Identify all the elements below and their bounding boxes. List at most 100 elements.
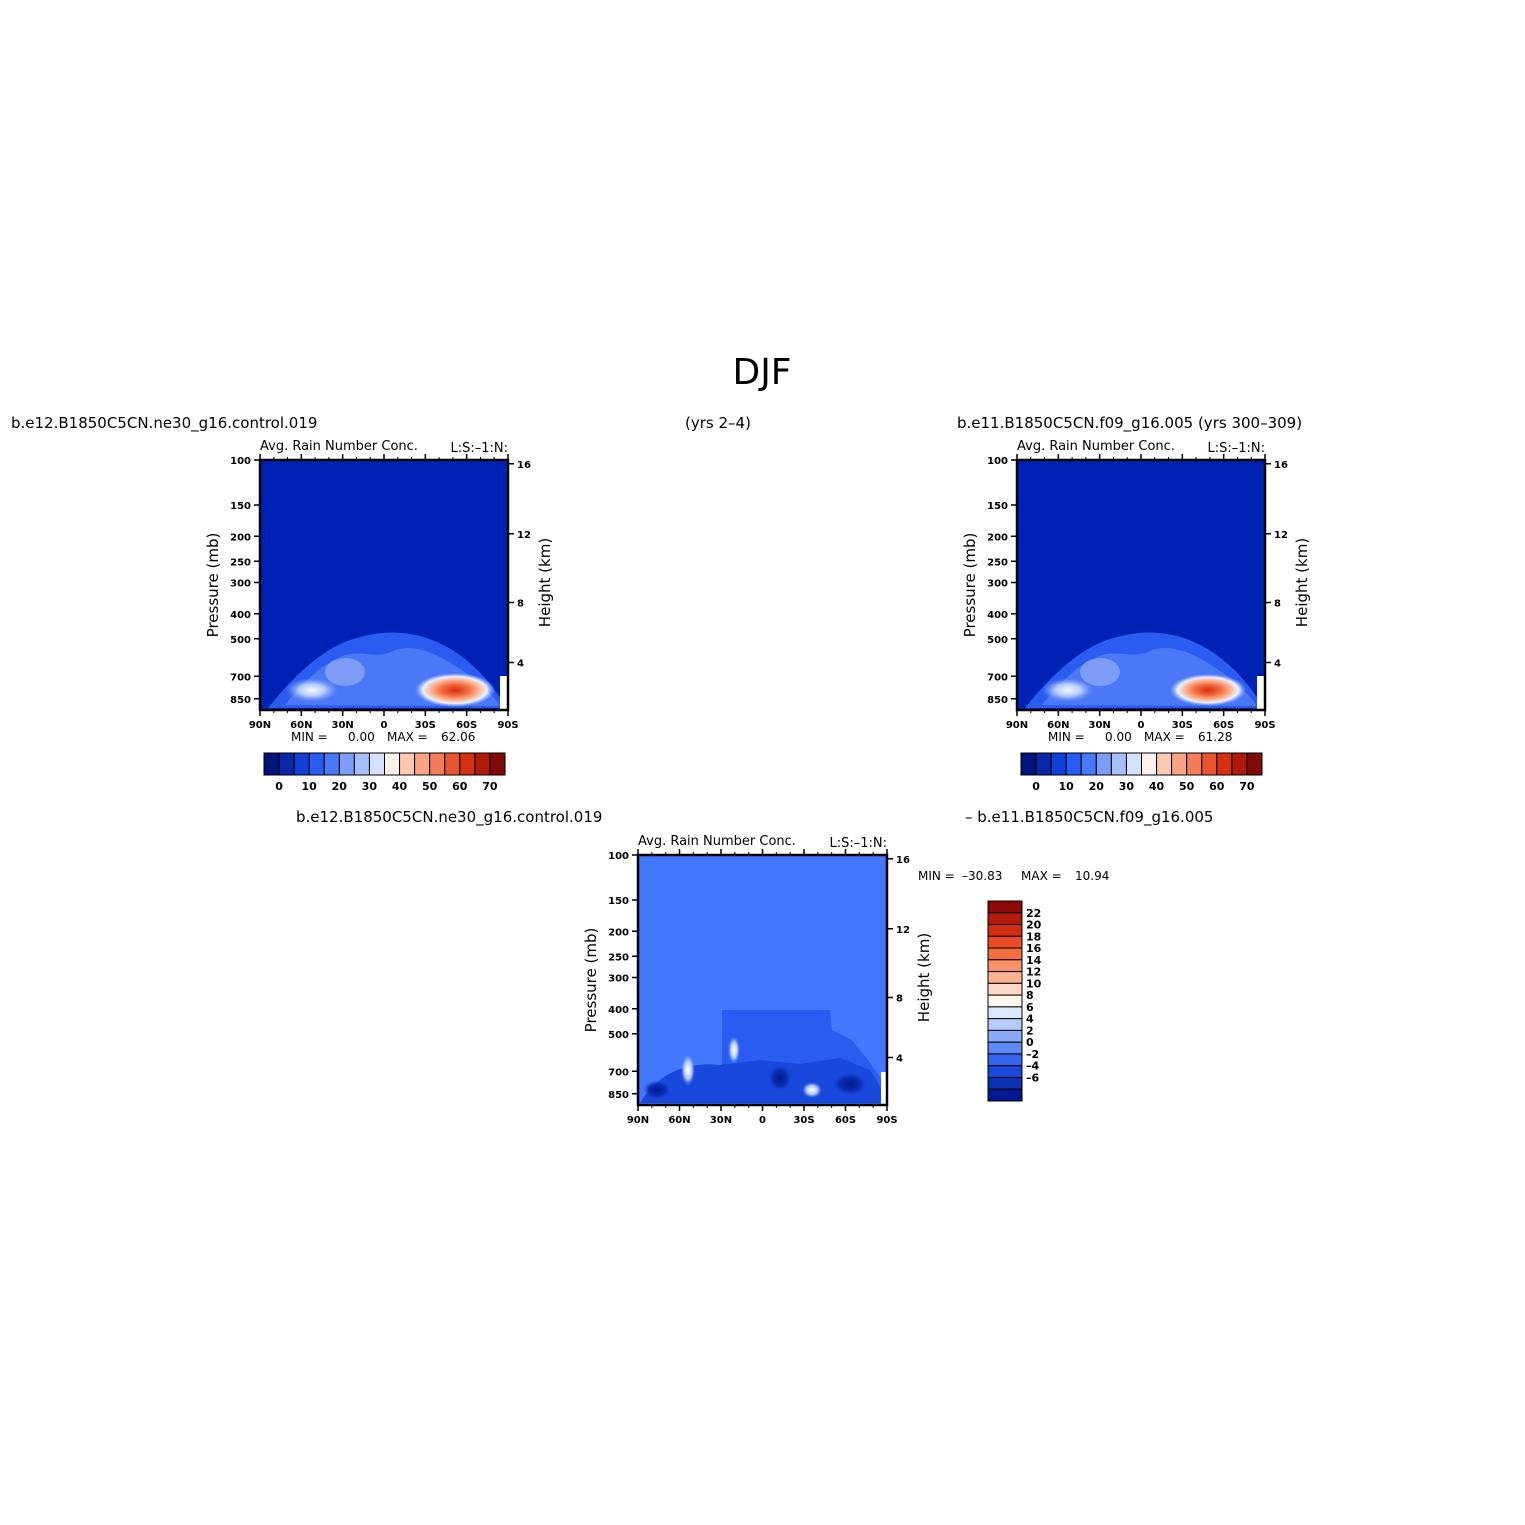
colorbar-box xyxy=(987,1065,1023,1078)
x-tick-label: 90S xyxy=(876,1115,897,1126)
colorbar-box xyxy=(368,752,385,776)
x-tick-label: 90N xyxy=(249,720,271,731)
colorbar-label: 20 xyxy=(1026,919,1042,932)
field-contour-pale xyxy=(1042,678,1094,702)
colorbar-box xyxy=(444,752,461,776)
x-tick-label: 90N xyxy=(627,1115,649,1126)
colorbar-box xyxy=(1231,752,1248,776)
top-right-case-label: b.e11.B1850C5CN.f09_g16.005 (yrs 300–309… xyxy=(957,414,1302,433)
x-tick-label: 60S xyxy=(456,720,477,731)
y-tick-label: 250 xyxy=(608,952,629,963)
colorbar-box xyxy=(987,959,1023,973)
colorbar-label: 70 xyxy=(1239,780,1255,793)
colorbar-label: 18 xyxy=(1026,930,1041,943)
y-tick-label: 500 xyxy=(230,635,251,646)
colorbar-box xyxy=(1035,752,1052,776)
stat-max-label: MAX = xyxy=(387,730,428,744)
stat-min-label: MIN = xyxy=(291,730,328,744)
colorbar-box xyxy=(323,752,340,776)
colorbar-box xyxy=(1095,752,1112,776)
colorbar-box xyxy=(987,1088,1023,1102)
colorbar-box xyxy=(987,1041,1023,1055)
colorbar-box xyxy=(987,924,1023,937)
x-tick-label: 90S xyxy=(1254,720,1275,731)
y-tick-label: 700 xyxy=(608,1067,629,1078)
colorbar-box xyxy=(1186,752,1203,776)
top-years-label: (yrs 2–4) xyxy=(685,414,751,432)
colorbar-label: 2 xyxy=(1026,1024,1034,1037)
panel-model-b: Avg. Rain Number Conc. L:S:–1:N: 90N 60N 3… xyxy=(961,439,1311,793)
y-tick-label: 250 xyxy=(230,557,251,568)
colorbar-box xyxy=(384,752,401,776)
colorbar-box xyxy=(1125,752,1142,776)
y2-tick-label: 12 xyxy=(1274,530,1288,541)
colorbar-label: 30 xyxy=(362,780,378,793)
colorbar-box xyxy=(1065,752,1082,776)
x-tick-label: 0 xyxy=(1138,720,1145,731)
field-contour-positive xyxy=(802,1082,822,1098)
colorbar-label: 20 xyxy=(1089,780,1105,793)
colorbar-box xyxy=(987,1006,1023,1020)
y2-tick-label: 16 xyxy=(517,460,531,471)
field-contour-max xyxy=(1170,674,1246,706)
colorbar-label: 0 xyxy=(1026,1036,1034,1049)
colorbar-box xyxy=(1050,752,1067,776)
colorbar-label: 0 xyxy=(275,780,283,793)
field-missing xyxy=(1257,676,1265,710)
y-tick-label: 300 xyxy=(230,579,251,590)
field-contour-max xyxy=(415,673,495,707)
x-tick-label: 60N xyxy=(1047,720,1069,731)
panel-corner-label: L:S:–1:N: xyxy=(450,441,508,456)
y2-tick-label: 4 xyxy=(517,659,524,670)
stat-min-label: MIN = xyxy=(918,869,955,883)
stat-max-value: 10.94 xyxy=(1075,869,1109,883)
y2-tick-label: 16 xyxy=(896,855,910,866)
top-left-case-label: b.e12.B1850C5CN.ne30_g16.control.019 xyxy=(11,414,317,433)
colorbar-box xyxy=(987,935,1023,949)
colorbar-label: 12 xyxy=(1026,966,1041,979)
colorbar-box xyxy=(1020,752,1037,776)
colorbar-box xyxy=(1110,752,1127,776)
y-tick-label: 150 xyxy=(608,896,629,907)
y2-tick-label: 8 xyxy=(1274,599,1281,610)
x-tick-label: 30N xyxy=(710,1115,732,1126)
field-missing xyxy=(881,1072,887,1105)
y-tick-label: 500 xyxy=(987,635,1008,646)
x-tick-label: 60S xyxy=(835,1115,856,1126)
y2-tick-label: 8 xyxy=(896,994,903,1005)
colorbar-box xyxy=(1156,752,1173,776)
colorbar-label: 60 xyxy=(1209,780,1225,793)
y-tick-label: 850 xyxy=(608,1090,629,1101)
y2-tick-label: 12 xyxy=(896,925,910,936)
colorbar-box xyxy=(429,752,446,776)
diff-left-case-label: b.e12.B1850C5CN.ne30_g16.control.019 xyxy=(296,808,602,827)
field-missing xyxy=(500,676,508,710)
y2-tick-label: 4 xyxy=(896,1054,903,1065)
page-title: DJF xyxy=(732,352,791,393)
stat-min-label: MIN = xyxy=(1048,730,1085,744)
field-contour-positive xyxy=(681,1054,695,1086)
y-tick-label: 200 xyxy=(230,532,251,543)
x-tick-label: 0 xyxy=(759,1115,766,1126)
contour-field xyxy=(260,460,508,710)
colorbar-box xyxy=(338,752,355,776)
stat-min-value: –30.83 xyxy=(962,869,1002,883)
x-tick-label: 0 xyxy=(381,720,388,731)
colorbar-label: 6 xyxy=(1026,1001,1034,1014)
colorbar-label: 0 xyxy=(1032,780,1040,793)
y2-axis-title: Height (km) xyxy=(536,538,554,627)
colorbar-box xyxy=(1246,752,1263,776)
stat-max-value: 61.28 xyxy=(1198,730,1232,744)
y-tick-label: 500 xyxy=(608,1030,629,1041)
y-tick-label: 300 xyxy=(987,579,1008,590)
y-tick-label: 200 xyxy=(987,532,1008,543)
colorbar-label: 40 xyxy=(1149,780,1165,793)
colorbar-label: –6 xyxy=(1026,1071,1040,1084)
y-tick-label: 400 xyxy=(230,610,251,621)
x-tick-label: 30S xyxy=(1172,720,1193,731)
panel-corner-label: L:S:–1:N: xyxy=(829,836,887,851)
colorbar-box xyxy=(474,752,491,776)
colorbar-box xyxy=(414,752,431,776)
colorbar-box xyxy=(987,1029,1023,1043)
